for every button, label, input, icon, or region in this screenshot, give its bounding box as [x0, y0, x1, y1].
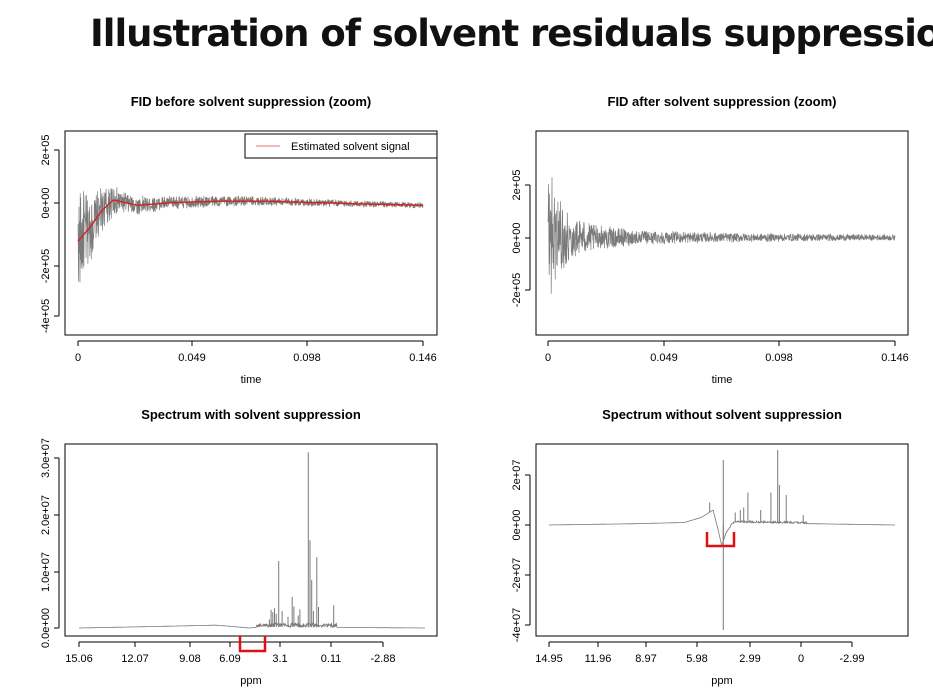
plot-frame: [535, 443, 909, 637]
y-tick-label: -4e+07: [511, 608, 523, 643]
y-tick-label: 3.0e+07: [40, 438, 52, 478]
x-tick-label: 2.99: [739, 653, 760, 665]
legend-label: Estimated solvent signal: [291, 141, 410, 153]
x-tick-label: 0.146: [409, 352, 437, 364]
x-tick-label: 9.08: [179, 653, 200, 665]
estimated-solvent-signal-line: [77, 199, 423, 242]
y-tick-label: 0.0e+00: [40, 608, 52, 648]
y-tick-label: 2e+05: [40, 135, 52, 166]
slide-title: Illustration of solvent residuals suppre…: [90, 12, 933, 55]
x-tick-label: 3.1: [272, 653, 287, 665]
panel-title: FID after solvent suppression (zoom): [608, 94, 837, 109]
panel-4: Spectrum without solvent suppression 14.9…: [511, 407, 909, 687]
x-tick-label: 15.06: [65, 653, 93, 665]
x-tick-label: 0: [75, 352, 81, 364]
plot-frame: [64, 130, 438, 336]
panel-title: Spectrum with solvent suppression: [141, 407, 361, 422]
x-tick-label: 6.09: [219, 653, 240, 665]
x-tick-label: 8.97: [635, 653, 656, 665]
panel-1: FID before solvent suppression (zoom) 0 0.…: [40, 94, 438, 386]
x-tick-label: 5.98: [686, 653, 707, 665]
x-tick-label: 0: [545, 352, 551, 364]
x-tick-label: 0.146: [881, 352, 909, 364]
y-tick-label: 0e+00: [511, 510, 523, 541]
panel-title: Spectrum without solvent suppression: [602, 407, 842, 422]
y-tick-label: -2e+05: [511, 273, 523, 308]
y-tick-label: 2e+05: [511, 170, 523, 201]
fid-trace: [547, 177, 896, 294]
plot-data: [549, 450, 895, 630]
plot-data: [77, 187, 424, 283]
y-tick-label: -4e+05: [40, 299, 52, 334]
y-tick-label: 2e+07: [511, 460, 523, 491]
x-tick-label: 0.098: [293, 352, 321, 364]
x-axis-label: time: [712, 374, 733, 386]
legend: Estimated solvent signal: [244, 133, 438, 159]
x-tick-label: 11.96: [585, 653, 612, 665]
x-tick-label: 0.049: [178, 352, 206, 364]
plot-data: [79, 452, 425, 629]
panel-3: Spectrum with solvent suppression 15.06 12…: [40, 407, 438, 687]
x-tick-label: -2.99: [839, 653, 864, 665]
x-axis-label: ppm: [711, 675, 732, 687]
x-tick-label: 14.95: [535, 653, 563, 665]
water-region-bracket: [705, 532, 736, 548]
spectrum-baseline: [549, 509, 895, 547]
x-axis-label: time: [241, 374, 262, 386]
y-tick-label: 2.0e+07: [40, 495, 52, 535]
plot-data: [547, 177, 896, 294]
y-tick-label: 0e+00: [40, 188, 52, 219]
y-tick-label: -2e+07: [511, 558, 523, 593]
x-tick-label: 0: [798, 653, 804, 665]
spectrum-baseline: [79, 621, 425, 629]
x-tick-label: 0.11: [321, 653, 342, 665]
x-tick-label: -2.88: [370, 653, 395, 665]
y-tick-label: 0e+00: [511, 223, 523, 254]
plot-frame: [64, 443, 438, 637]
x-tick-label: 12.07: [121, 653, 149, 665]
water-region-bracket: [238, 636, 267, 653]
x-axis-label: ppm: [240, 675, 261, 687]
plot-frame: [535, 130, 909, 336]
x-tick-label: 0.049: [650, 352, 678, 364]
x-tick-label: 0.098: [765, 352, 793, 364]
y-tick-label: -2e+05: [40, 249, 52, 284]
y-tick-label: 1.0e+07: [40, 552, 52, 592]
panel-title: FID before solvent suppression (zoom): [131, 94, 372, 109]
panel-2: FID after solvent suppression (zoom) 0 0.0…: [511, 94, 909, 386]
